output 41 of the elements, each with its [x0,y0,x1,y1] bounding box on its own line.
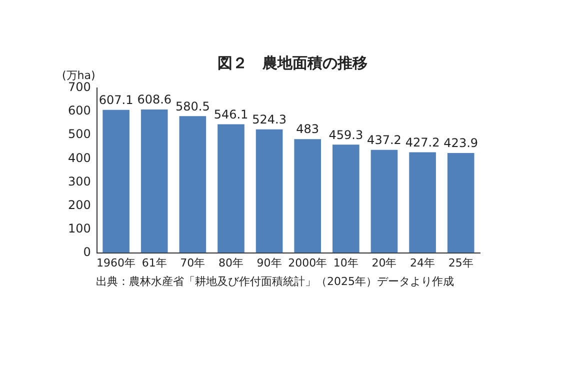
x-tick-label: 80年 [218,256,244,270]
y-tick-label: 700 [68,80,91,94]
source-note: 出典：農林水産省「耕地及び作付面積統計」（2025年）データより作成 [96,274,454,289]
y-tick-label: 300 [68,174,91,188]
data-label: 483 [296,122,320,136]
data-label: 580.5 [176,99,210,114]
bar [218,124,244,253]
x-tick-label: 10年 [333,256,358,270]
y-tick-label: 200 [68,198,91,212]
bar [370,150,398,253]
x-tick-label: 1960年 [96,256,136,270]
data-label: 459.3 [328,128,364,142]
y-tick-label: 100 [68,221,91,236]
y-tick-label: 0 [83,244,91,259]
bar [447,153,474,253]
x-tick-label: 24年 [410,256,436,270]
y-tick-label: 500 [68,127,91,142]
data-label: 524.3 [252,112,286,126]
x-tick-label: 61年 [142,256,167,270]
y-axis-title: (万ha) [62,68,96,82]
bar [256,129,283,253]
x-tick-label: 70年 [180,256,206,270]
chart-title: 図２ 農地面積の推移 [218,54,368,72]
x-tick-label: 20年 [372,256,397,270]
x-tick-label: 2000年 [288,256,328,270]
data-label: 546.1 [214,107,248,122]
bar [409,152,436,253]
data-label: 608.6 [137,92,172,107]
bar [332,144,360,253]
x-tick-label: 90年 [256,256,282,270]
data-label: 437.2 [367,132,402,147]
x-tick-label: 25年 [448,256,474,270]
bar [102,110,130,253]
data-label: 607.1 [98,92,134,107]
bar [294,139,322,253]
bar [140,110,168,253]
data-label: 423.9 [444,136,478,150]
y-tick-label: 600 [68,104,91,118]
bar [179,116,206,253]
data-label: 427.2 [405,135,440,150]
y-tick-label: 400 [68,150,91,165]
